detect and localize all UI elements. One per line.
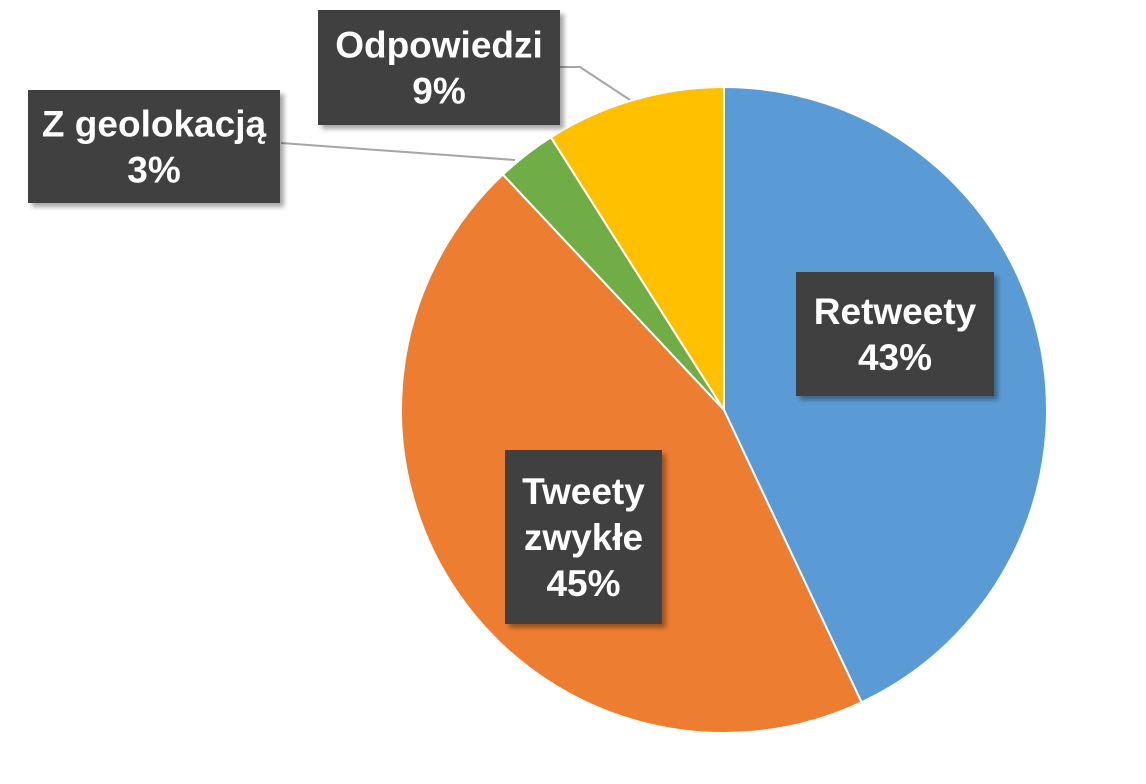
data-label-name: Odpowiedzi — [335, 24, 543, 65]
data-label-name: Z geolokacją — [42, 103, 267, 144]
slice-odpowiedzi — [549, 85, 725, 414]
data-label-value: 45% — [546, 563, 620, 604]
data-label-odpowiedzi: Odpowiedzi 9% — [318, 10, 560, 125]
data-labels: Retweety 43% Tweety zwykłe 45% Z geolokacją 3%… — [28, 10, 994, 624]
data-label-name: Tweety — [522, 471, 645, 512]
data-label-value: 9% — [412, 70, 465, 111]
data-label-name: Retweety — [814, 291, 977, 332]
data-label-box — [796, 272, 994, 396]
data-label-z-geolokacja: Z geolokacją 3% — [28, 90, 280, 203]
data-label-box — [318, 10, 560, 125]
data-label-retweety: Retweety 43% — [796, 272, 994, 396]
data-label-name: zwykłe — [524, 517, 643, 558]
pie-slices — [400, 85, 1048, 734]
data-label-box — [28, 90, 280, 203]
leader-lines — [280, 66, 631, 161]
data-label-value: 43% — [858, 337, 932, 378]
data-label-value: 3% — [127, 149, 180, 190]
leader-line-z-geolokacja — [280, 142, 516, 161]
leader-line-odpowiedzi — [560, 66, 631, 101]
data-label-tweety-zwykle: Tweety zwykłe 45% — [505, 450, 662, 624]
data-label-box — [505, 450, 662, 624]
